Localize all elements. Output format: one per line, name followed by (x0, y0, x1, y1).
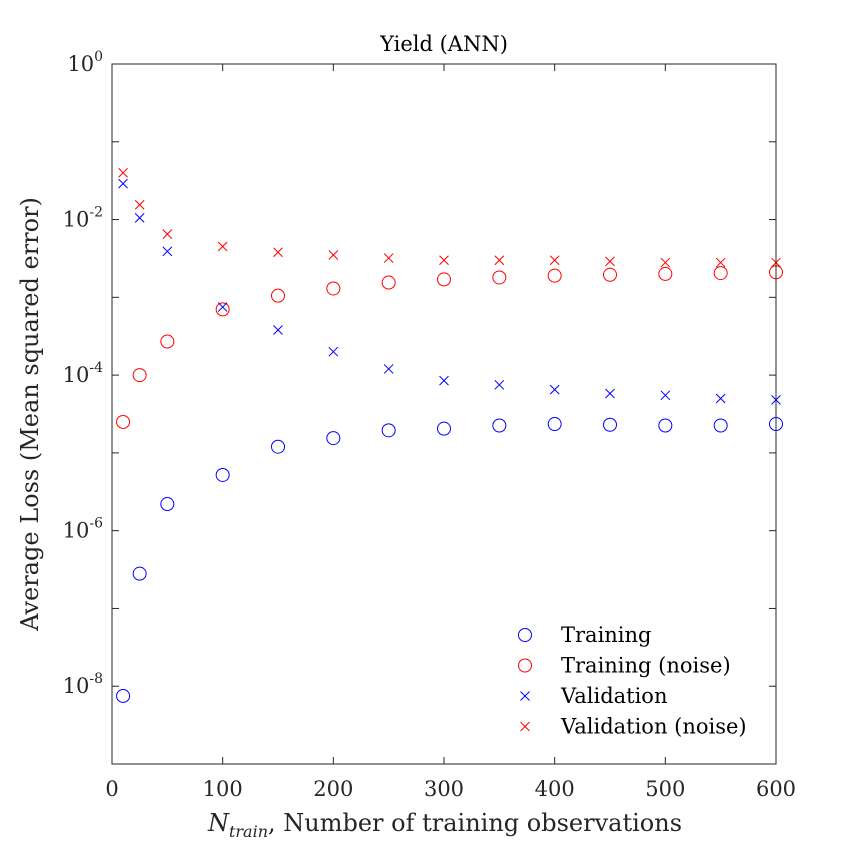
training-noise-point (116, 414, 131, 429)
training-point (658, 418, 673, 433)
validation-point (660, 390, 671, 401)
training-point (215, 467, 230, 482)
x-tick-label: 100 (203, 777, 243, 801)
validation-noise-point (217, 241, 228, 252)
training-noise-point (215, 302, 230, 317)
training-noise-point (437, 272, 451, 287)
legend-marker-validation (520, 691, 530, 701)
validation-point (439, 375, 449, 386)
y-tick-label: 100 (67, 49, 103, 76)
training-point (326, 431, 341, 446)
training-point (271, 439, 285, 454)
legend-label-validation: Validation (560, 684, 667, 708)
training-noise-point (658, 266, 673, 281)
y-tick-label: 10-6 (63, 516, 103, 543)
x-tick-label: 400 (535, 777, 575, 801)
training-noise-point (492, 270, 507, 285)
training-noise-point (547, 268, 562, 283)
x-axis-label: Ntrain, Number of training observations (207, 809, 682, 841)
validation-noise-point (134, 199, 145, 210)
training-point (547, 417, 562, 432)
training-point (116, 688, 131, 703)
training-point (492, 418, 507, 433)
y-tick-label: 10-8 (63, 671, 103, 698)
training-point (603, 417, 617, 432)
training-point (381, 423, 396, 438)
validation-noise-point (660, 257, 671, 268)
validation-noise-point (549, 255, 560, 266)
validation-point (217, 302, 228, 312)
training-noise-point (381, 275, 396, 290)
validation-point (549, 384, 560, 395)
x-tick-label: 500 (645, 777, 685, 801)
validation-noise-point (118, 167, 128, 178)
training-point (132, 566, 147, 581)
validation-point (605, 388, 615, 399)
validation-noise-point (715, 257, 726, 268)
validation-point (118, 178, 128, 189)
training-point (437, 421, 451, 436)
legend-marker-training-noise (518, 658, 532, 673)
validation-point (162, 246, 173, 257)
legend-label-validation-noise: Validation (noise) (560, 715, 747, 739)
training-noise-point (603, 267, 617, 282)
training-noise-point (271, 288, 285, 303)
plot-frame (111, 63, 777, 765)
validation-point (273, 325, 283, 335)
validation-point (134, 213, 145, 223)
validation-noise-point (439, 255, 449, 266)
x-axis-label-main: N (207, 809, 230, 837)
validation-point (383, 364, 394, 374)
x-tick-label: 300 (424, 777, 464, 801)
training-noise-point (713, 266, 728, 281)
validation-noise-point (328, 250, 339, 260)
legend-label-training-noise: Training (noise) (561, 654, 731, 678)
validation-noise-point (494, 255, 505, 266)
validation-noise-point (162, 229, 173, 239)
x-tick-label: 0 (105, 777, 118, 801)
training-noise-point (326, 281, 341, 296)
validation-noise-point (605, 256, 615, 267)
training-point (160, 497, 175, 512)
training-noise-point (132, 368, 147, 383)
validation-point (494, 379, 505, 390)
y-axis-label: Average Loss (Mean squared error) (16, 197, 44, 632)
training-noise-point (160, 334, 175, 349)
y-tick-label: 10-2 (63, 205, 103, 232)
x-tick-label: 200 (313, 777, 353, 801)
legend: Training Training (noise) Validation Valida… (500, 617, 766, 749)
validation-noise-point (273, 247, 283, 258)
legend-label-training: Training (561, 623, 652, 647)
legend-box (500, 617, 766, 749)
training-point (713, 418, 728, 433)
validation-point (715, 393, 726, 404)
x-tick-label: 600 (756, 777, 796, 801)
legend-marker-training (518, 628, 532, 642)
chart-title: Yield (ANN) (379, 32, 508, 56)
y-tick-label: 10-4 (63, 360, 103, 387)
x-axis-label-sub: train (229, 822, 268, 841)
validation-noise-point (383, 253, 394, 263)
x-axis-label-rest: , Number of training observations (268, 809, 682, 837)
legend-marker-validation-noise (520, 721, 530, 732)
validation-point (328, 346, 339, 357)
